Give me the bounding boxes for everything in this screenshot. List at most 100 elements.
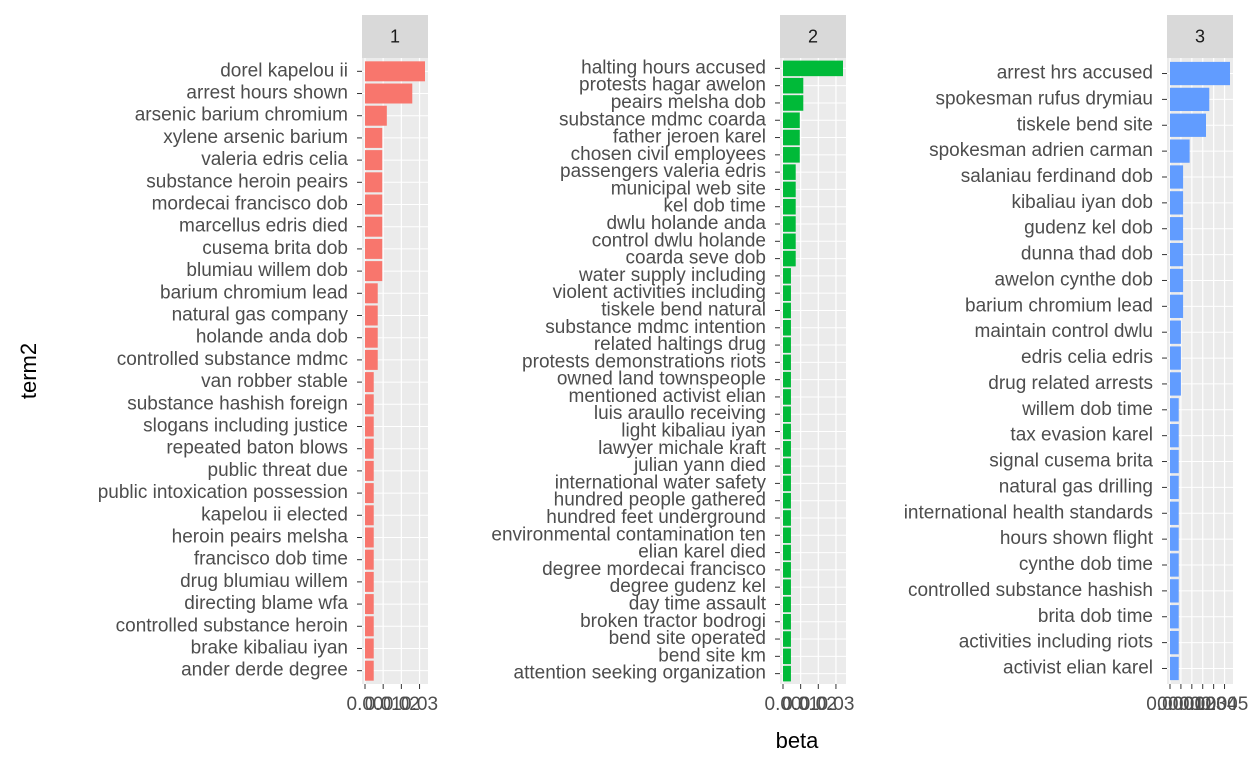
bar: [783, 285, 791, 301]
y-tick-label: halting hours accused: [581, 57, 766, 78]
bar: [365, 150, 383, 171]
y-tick-label: directing blame wfa: [184, 593, 348, 614]
bar: [783, 423, 791, 440]
y-tick-label: drug related arrests: [988, 373, 1153, 394]
y-tick-label: related haltings drug: [594, 334, 766, 355]
bar: [1170, 217, 1184, 241]
bar: [365, 416, 374, 437]
bar: [1170, 527, 1179, 551]
bar: [1170, 579, 1179, 603]
y-tick-label: cusema brita dob: [202, 238, 348, 259]
bar: [365, 61, 425, 82]
bar: [365, 483, 374, 504]
y-tick-label: owned land townspeople: [557, 369, 766, 390]
y-tick-label: drug blumiau willem: [180, 571, 348, 592]
bar: [783, 112, 800, 129]
y-tick-label: natural gas company: [172, 305, 349, 326]
bar: [783, 613, 791, 630]
strip: [362, 15, 428, 58]
x-tick-label: 0.00: [347, 694, 384, 715]
y-tick-label: father jeroen karel: [613, 127, 766, 148]
bar: [1170, 605, 1179, 629]
y-tick-label: degree gudenz kel: [610, 576, 766, 597]
y-tick-label: van robber stable: [201, 371, 348, 392]
bar: [783, 147, 800, 163]
bar: [1170, 113, 1206, 137]
bar: [783, 302, 791, 319]
y-tick-label: mordecai francisco dob: [152, 194, 348, 215]
y-tick-label: substance hashish foreign: [127, 393, 348, 414]
bar: [1170, 372, 1181, 396]
bar: [365, 394, 374, 415]
y-tick-label: coarda seve dob: [626, 248, 767, 269]
bar: [1170, 294, 1184, 318]
y-tick-label: edris celia edris: [1021, 347, 1153, 368]
bar: [783, 181, 796, 198]
bar: [783, 510, 791, 526]
strip-text: 1: [390, 26, 400, 46]
bar: [365, 83, 413, 104]
y-tick-label: substance mdmc coarda: [559, 109, 766, 130]
bar: [783, 648, 791, 665]
bar: [1170, 449, 1179, 474]
x-tick-label: 0.004: [1190, 694, 1238, 715]
strip: [1167, 15, 1233, 58]
bar: [365, 105, 387, 126]
bar: [783, 544, 791, 561]
bar: [783, 458, 791, 474]
x-tick-label: 0.003: [1179, 694, 1227, 715]
bar: [365, 238, 383, 259]
y-tick-label: water supply including: [578, 265, 766, 286]
bar: [365, 438, 374, 459]
bar: [783, 441, 791, 457]
bar: [783, 319, 791, 336]
bar: [783, 233, 796, 250]
y-tick-label: barium chromium lead: [965, 295, 1153, 316]
y-tick-label: francisco dob time: [194, 549, 348, 570]
x-axis-title: beta: [776, 728, 820, 753]
bar: [365, 172, 383, 193]
y-tick-label: violent activities including: [553, 282, 766, 303]
y-tick-label: tiskele bend natural: [601, 299, 766, 320]
x-tick-label: 0.002: [1168, 694, 1216, 715]
y-tick-label: dorel kapelou ii: [220, 60, 348, 81]
y-tick-label: activities including riots: [959, 632, 1153, 653]
y-tick-label: arrest hrs accused: [997, 63, 1153, 84]
y-tick-label: barium chromium lead: [160, 282, 348, 303]
x-tick-label: 0.02: [800, 694, 837, 715]
bar: [783, 562, 791, 578]
bar: [1170, 191, 1184, 215]
y-tick-label: kel dob time: [664, 196, 766, 217]
strip-text: 2: [808, 26, 818, 46]
bar: [1170, 553, 1179, 577]
y-tick-label: international water safety: [555, 472, 767, 493]
bar: [783, 164, 796, 180]
x-tick-label: 0.03: [817, 694, 854, 715]
y-tick-label: passengers valeria edris: [560, 161, 766, 182]
y-tick-label: controlled substance mdmc: [117, 349, 348, 370]
y-tick-label: elian karel died: [638, 542, 766, 563]
y-tick-label: slogans including justice: [143, 416, 348, 437]
y-tick-label: environmental contamination ten: [491, 524, 766, 545]
bar: [783, 406, 791, 423]
y-tick-label: awelon cynthe dob: [995, 269, 1153, 290]
bar: [365, 594, 374, 615]
y-tick-label: hundred feet underground: [546, 507, 766, 528]
y-tick-label: kapelou ii elected: [201, 504, 348, 525]
y-tick-label: control dwlu holande: [592, 230, 766, 251]
y-tick-label: dwlu holande anda: [606, 213, 766, 234]
y-tick-label: natural gas drilling: [999, 476, 1153, 497]
bar: [783, 596, 791, 613]
bar: [783, 354, 791, 371]
bar: [783, 475, 791, 492]
bar: [783, 337, 791, 353]
y-tick-label: public intoxication possession: [98, 482, 348, 503]
bar: [783, 389, 791, 405]
bar: [1170, 398, 1179, 422]
bar: [1170, 630, 1179, 655]
y-tick-label: substance heroin peairs: [146, 171, 348, 192]
bar: [365, 549, 374, 570]
y-tick-label: bend site km: [658, 645, 766, 666]
bar: [783, 527, 791, 544]
y-tick-label: xylene arsenic barium: [163, 127, 348, 148]
